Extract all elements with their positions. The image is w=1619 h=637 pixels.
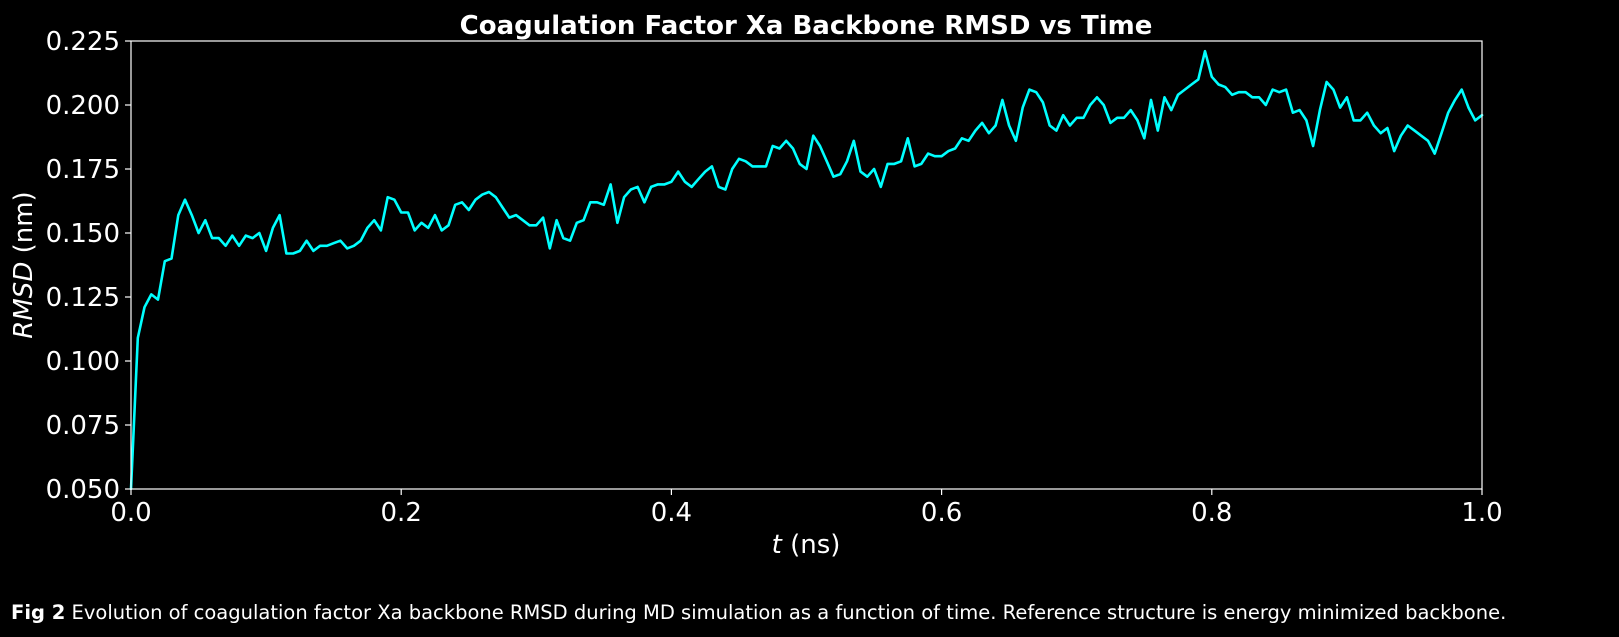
x-axis-label-unit: (ns)	[782, 530, 841, 560]
figure-caption-text: Evolution of coagulation factor Xa backb…	[65, 601, 1507, 624]
x-tick-label: 0.4	[651, 498, 692, 528]
x-tick-label: 0.0	[110, 498, 151, 528]
y-tick-label: 0.150	[46, 219, 120, 249]
x-tick-label: 0.6	[921, 498, 962, 528]
y-tick-label: 0.200	[46, 91, 120, 121]
y-axis-label-variable: RMSD	[9, 262, 39, 339]
y-axis-label: RMSD (nm)	[9, 191, 39, 338]
x-axis-label: t (ns)	[772, 530, 841, 560]
x-tick-label: 1.0	[1461, 498, 1502, 528]
y-tick-label: 0.225	[46, 27, 120, 57]
y-tick-label: 0.175	[46, 155, 120, 185]
x-tick-label: 0.2	[381, 498, 422, 528]
y-axis: 0.050 0.075 0.100 0.125 0.150 0.175 0.200 0.225	[46, 27, 131, 505]
x-axis: 0.0 0.2 0.4 0.6 0.8 1.0	[110, 489, 1503, 528]
rmsd-series-line	[129, 49, 1484, 491]
y-tick-label: 0.125	[46, 283, 120, 313]
y-tick-label: 0.050	[46, 475, 120, 505]
figure-caption: Fig 2 Evolution of coagulation factor Xa…	[11, 601, 1506, 624]
y-tick-label: 0.100	[46, 347, 120, 377]
y-axis-label-unit: (nm)	[9, 191, 39, 261]
x-axis-label-variable: t	[772, 530, 783, 560]
figure-caption-label: Fig 2	[11, 601, 66, 624]
chart-title: Coagulation Factor Xa Backbone RMSD vs T…	[460, 11, 1153, 41]
plot-line-layer	[129, 49, 1484, 491]
x-tick-label: 0.8	[1191, 498, 1232, 528]
plot-frame	[130, 40, 1483, 490]
y-tick-label: 0.075	[46, 411, 120, 441]
